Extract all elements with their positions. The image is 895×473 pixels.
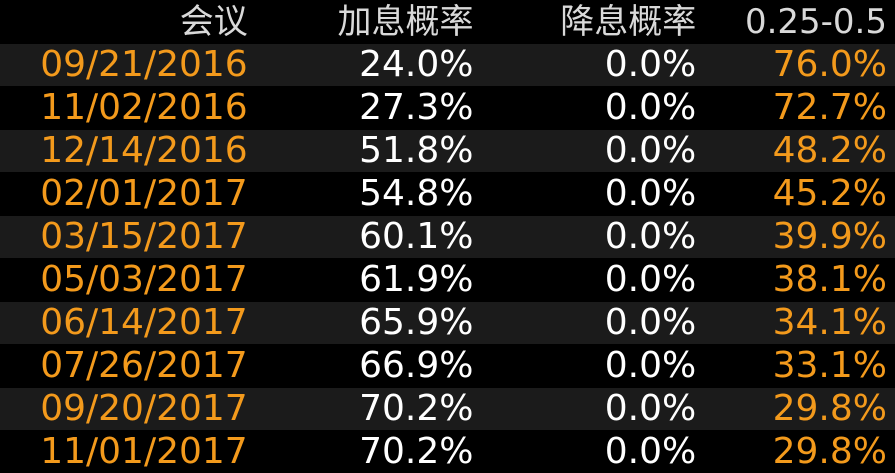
cell-range-probability: 29.8% bbox=[772, 431, 887, 472]
cell-meeting-date: 09/21/2016 bbox=[40, 44, 248, 85]
cell-hike-probability: 61.9% bbox=[359, 259, 474, 300]
cell-hike-probability: 70.2% bbox=[359, 388, 474, 429]
cell-hike-probability: 51.8% bbox=[359, 130, 474, 171]
table-row[interactable]: 07/26/2017 66.9% 0.0% 33.1% bbox=[0, 345, 895, 387]
table-header: 会议 加息概率 降息概率 0.25-0.5 bbox=[0, 0, 895, 43]
table-row[interactable]: 06/14/2017 65.9% 0.0% 34.1% bbox=[0, 302, 895, 344]
cell-cut-probability: 0.0% bbox=[604, 431, 697, 472]
cell-range-probability: 33.1% bbox=[772, 345, 887, 386]
cell-range-probability: 45.2% bbox=[772, 173, 887, 214]
cell-hike-probability: 66.9% bbox=[359, 345, 474, 386]
cell-meeting-date: 02/01/2017 bbox=[40, 173, 248, 214]
cell-meeting-date: 07/26/2017 bbox=[40, 345, 248, 386]
cell-hike-probability: 27.3% bbox=[359, 87, 474, 128]
cell-meeting-date: 11/02/2016 bbox=[40, 87, 248, 128]
table-body: 09/21/2016 24.0% 0.0% 76.0% 11/02/2016 27.3% 0… bbox=[0, 44, 895, 473]
header-range-0.25-0.5[interactable]: 0.25-0.5 bbox=[744, 1, 887, 42]
table-row[interactable]: 09/21/2016 24.0% 0.0% 76.0% bbox=[0, 44, 895, 86]
cell-range-probability: 39.9% bbox=[772, 216, 887, 257]
cell-meeting-date: 03/15/2017 bbox=[40, 216, 248, 257]
cell-cut-probability: 0.0% bbox=[604, 87, 697, 128]
cell-range-probability: 72.7% bbox=[772, 87, 887, 128]
cell-range-probability: 48.2% bbox=[772, 130, 887, 171]
cell-meeting-date: 05/03/2017 bbox=[40, 259, 248, 300]
cell-hike-probability: 54.8% bbox=[359, 173, 474, 214]
cell-hike-probability: 65.9% bbox=[359, 302, 474, 343]
table-row[interactable]: 11/01/2017 70.2% 0.0% 29.8% bbox=[0, 431, 895, 473]
cell-meeting-date: 12/14/2016 bbox=[40, 130, 248, 171]
cell-meeting-date: 09/20/2017 bbox=[40, 388, 248, 429]
cell-cut-probability: 0.0% bbox=[604, 44, 697, 85]
cell-range-probability: 38.1% bbox=[772, 259, 887, 300]
table-row[interactable]: 12/14/2016 51.8% 0.0% 48.2% bbox=[0, 130, 895, 172]
header-cut-probability[interactable]: 降息概率 bbox=[560, 1, 697, 42]
cell-meeting-date: 06/14/2017 bbox=[40, 302, 248, 343]
table-row[interactable]: 02/01/2017 54.8% 0.0% 45.2% bbox=[0, 173, 895, 215]
table-row[interactable]: 05/03/2017 61.9% 0.0% 38.1% bbox=[0, 259, 895, 301]
cell-hike-probability: 24.0% bbox=[359, 44, 474, 85]
cell-cut-probability: 0.0% bbox=[604, 302, 697, 343]
table-row[interactable]: 03/15/2017 60.1% 0.0% 39.9% bbox=[0, 216, 895, 258]
cell-cut-probability: 0.0% bbox=[604, 173, 697, 214]
cell-range-probability: 29.8% bbox=[772, 388, 887, 429]
cell-cut-probability: 0.0% bbox=[604, 388, 697, 429]
header-hike-probability[interactable]: 加息概率 bbox=[337, 1, 474, 42]
cell-cut-probability: 0.0% bbox=[604, 216, 697, 257]
table-row[interactable]: 11/02/2016 27.3% 0.0% 72.7% bbox=[0, 87, 895, 129]
cell-hike-probability: 60.1% bbox=[359, 216, 474, 257]
cell-cut-probability: 0.0% bbox=[604, 345, 697, 386]
cell-cut-probability: 0.0% bbox=[604, 259, 697, 300]
table-row[interactable]: 09/20/2017 70.2% 0.0% 29.8% bbox=[0, 388, 895, 430]
cell-cut-probability: 0.0% bbox=[604, 130, 697, 171]
cell-hike-probability: 70.2% bbox=[359, 431, 474, 472]
cell-meeting-date: 11/01/2017 bbox=[40, 431, 248, 472]
header-meeting[interactable]: 会议 bbox=[179, 1, 248, 42]
cell-range-probability: 34.1% bbox=[772, 302, 887, 343]
cell-range-probability: 76.0% bbox=[772, 44, 887, 85]
